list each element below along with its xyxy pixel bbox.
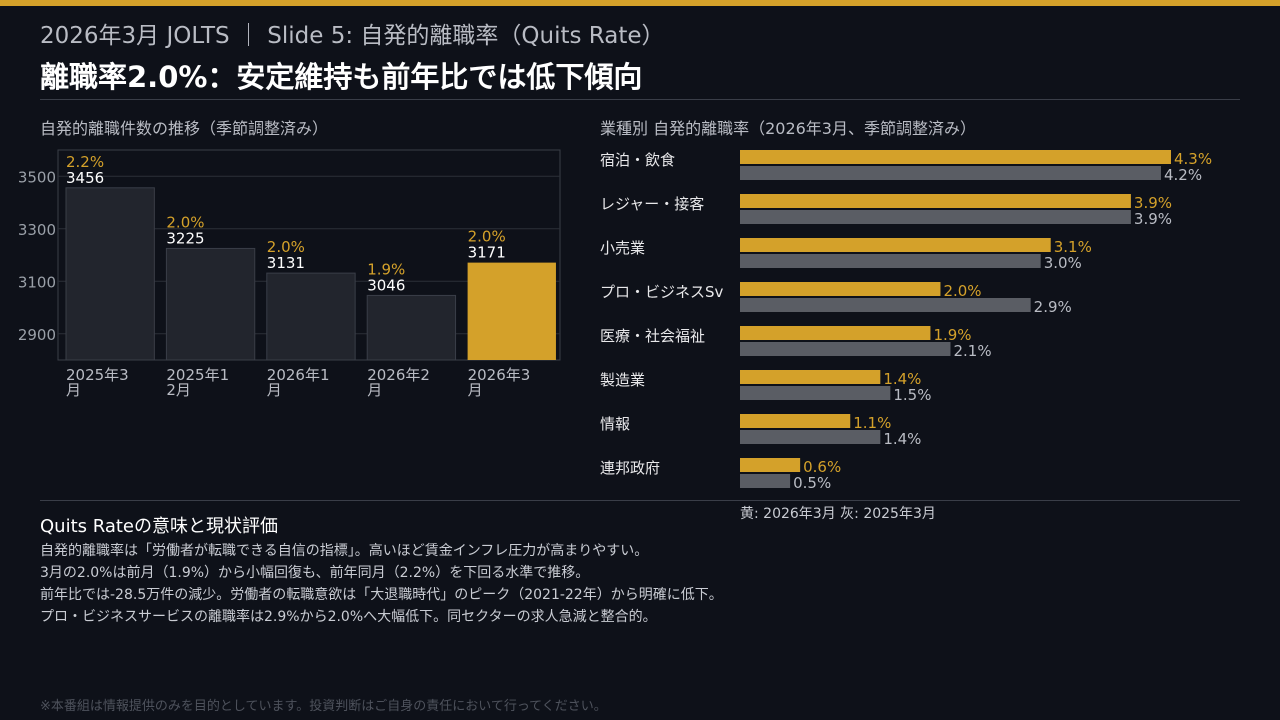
- value-label: 2.0%: [943, 282, 981, 300]
- value-label: 3.0%: [1044, 254, 1082, 272]
- bar: [467, 262, 556, 360]
- bar: [740, 210, 1131, 224]
- category-label: 連邦政府: [600, 459, 660, 477]
- note-line: 前年比では-28.5万件の減少。労働者の転職意欲は「大退職時代」のピーク（202…: [40, 587, 723, 603]
- slide-subtitle: 2026年3月 JOLTS ｜ Slide 5: 自発的離職率（Quits Ra…: [40, 23, 665, 49]
- x-tick-label: 2025年3: [66, 366, 129, 384]
- section-divider: [40, 500, 1240, 501]
- x-tick-label: 月: [267, 381, 282, 399]
- value-label: 1.1%: [853, 414, 891, 432]
- x-tick-label: 月: [367, 381, 382, 399]
- rate-label: 2.0%: [166, 213, 204, 231]
- rate-label: 1.9%: [367, 260, 405, 278]
- value-label: 0.5%: [793, 474, 831, 492]
- bar: [65, 187, 155, 361]
- section-notes: 自発的離職率は「労働者が転職できる自信の指標」。高いほど賃金インフレ圧力が高まり…: [40, 540, 723, 628]
- x-tick-label: 2025年1: [166, 366, 229, 384]
- left-chart-title: 自発的離職件数の推移（季節調整済み）: [40, 119, 329, 138]
- category-label: 製造業: [600, 371, 645, 389]
- x-tick-label: 2026年1: [267, 366, 330, 384]
- value-label: 3225: [166, 229, 204, 247]
- bar: [740, 298, 1031, 312]
- bar: [266, 272, 356, 361]
- value-label: 1.4%: [883, 370, 921, 388]
- x-tick-label: 月: [468, 381, 483, 399]
- x-tick-label: 2026年3: [468, 366, 531, 384]
- bar: [740, 370, 881, 384]
- value-label: 3.1%: [1054, 238, 1092, 256]
- category-label: 小売業: [600, 239, 645, 257]
- bar: [740, 326, 931, 340]
- legend-note: 黄: 2026年3月 灰: 2025年3月: [740, 506, 936, 522]
- accent-top-bar: [0, 0, 1280, 6]
- bar: [740, 282, 941, 296]
- note-line: 自発的離職率は「労働者が転職できる自信の指標」。高いほど賃金インフレ圧力が高まり…: [40, 543, 649, 559]
- y-tick-label: 3100: [18, 273, 56, 291]
- category-label: 宿泊・飲食: [600, 151, 675, 169]
- slide-title: 離職率2.0%：安定維持も前年比では低下傾向: [40, 60, 643, 94]
- value-label: 4.3%: [1174, 150, 1212, 168]
- value-label: 1.4%: [883, 430, 921, 448]
- value-label: 1.5%: [893, 386, 931, 404]
- y-tick-label: 3500: [18, 168, 56, 186]
- right-chart-title: 業種別 自発的離職率（2026年3月、季節調整済み）: [600, 119, 976, 138]
- rate-label: 2.0%: [468, 228, 506, 246]
- value-label: 3.9%: [1134, 210, 1172, 228]
- bar: [740, 474, 791, 488]
- bar: [740, 150, 1171, 164]
- bar: [740, 194, 1131, 208]
- x-tick-label: 2月: [166, 381, 191, 399]
- x-tick-label: 月: [66, 381, 81, 399]
- bar: [740, 254, 1041, 268]
- header-divider: [40, 99, 1240, 100]
- bar: [740, 166, 1161, 180]
- note-line: 3月の2.0%は前月（1.9%）から小幅回復も、前年同月（2.2%）を下回る水準…: [40, 565, 590, 581]
- value-label: 3456: [66, 169, 104, 187]
- value-label: 2.9%: [1034, 298, 1072, 316]
- bar: [740, 238, 1051, 252]
- category-label: 医療・社会福祉: [600, 327, 705, 345]
- industry-quits-rate-chart: 宿泊・飲食 4.3%4.2% レジャー・接客 3.9%3.9% 小売業 3.1%3.0% プ…: [600, 150, 1212, 492]
- value-label: 4.2%: [1164, 166, 1202, 184]
- bar: [740, 386, 891, 400]
- note-line: プロ・ビジネスサービスの離職率は2.9%から2.0%へ大幅低下。同セクターの求人…: [40, 609, 657, 625]
- bar: [740, 458, 801, 472]
- bar: [740, 430, 881, 444]
- rate-label: 2.0%: [267, 238, 305, 256]
- value-label: 1.9%: [933, 326, 971, 344]
- value-label: 2.1%: [953, 342, 991, 360]
- value-label: 3171: [468, 244, 506, 262]
- section-heading: Quits Rateの意味と現状評価: [40, 516, 279, 537]
- value-label: 3131: [267, 254, 305, 272]
- value-label: 3.9%: [1134, 194, 1172, 212]
- x-tick-label: 2026年2: [367, 366, 430, 384]
- disclaimer: ※本番組は情報提供のみを目的としています。投資判断はご自身の責任において行ってく…: [40, 699, 607, 714]
- rate-label: 2.2%: [66, 153, 104, 171]
- quits-count-chart: 29003100330035002.2%34562025年3月2.0%32252…: [18, 149, 561, 399]
- bar: [740, 342, 951, 356]
- bar: [165, 247, 256, 361]
- value-label: 3046: [367, 276, 405, 294]
- category-label: 情報: [600, 415, 630, 433]
- y-tick-label: 2900: [18, 326, 56, 344]
- y-tick-label: 3300: [18, 221, 56, 239]
- category-label: プロ・ビジネスSv: [600, 283, 724, 301]
- bar: [366, 294, 457, 361]
- category-label: レジャー・接客: [600, 195, 704, 213]
- bar: [740, 414, 851, 428]
- value-label: 0.6%: [803, 458, 841, 476]
